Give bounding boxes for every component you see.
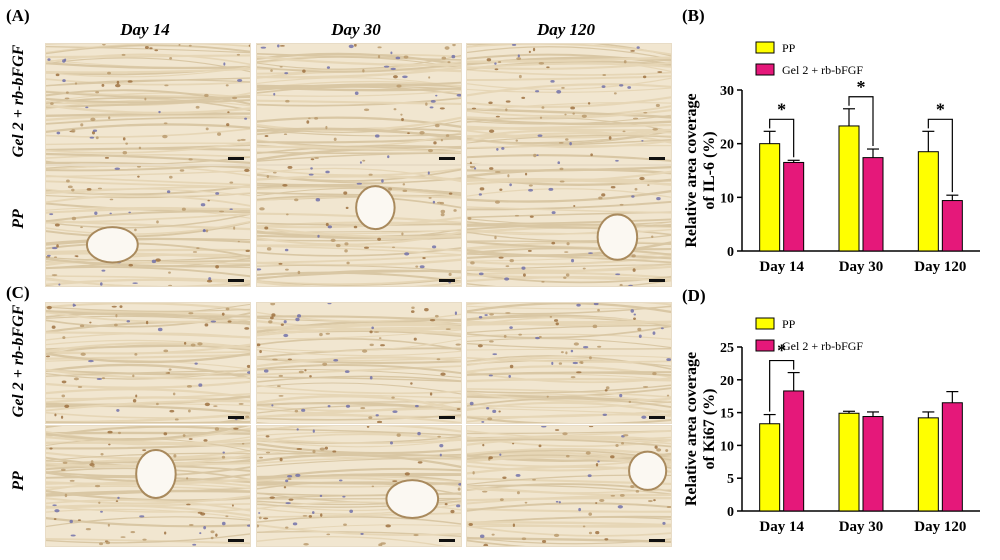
- legend-label: PP: [782, 41, 796, 55]
- bar-pp: [838, 412, 860, 512]
- y-tick-label: 10: [720, 191, 734, 206]
- bar-gel: [941, 200, 963, 252]
- micrograph-tile: [466, 302, 672, 424]
- x-tick-label: Day 14: [759, 259, 804, 275]
- scale-bar: [649, 539, 665, 542]
- y-tick-label: 25: [720, 341, 734, 356]
- y-tick-label: 0: [727, 245, 734, 260]
- significance-bracket: [927, 118, 953, 193]
- x-tick-label: Day 120: [914, 259, 966, 275]
- micrograph-tile: [256, 165, 462, 287]
- significance-bracket: [769, 118, 795, 158]
- column-header-day120: Day 120: [536, 20, 596, 39]
- legend-swatch: [755, 41, 775, 54]
- x-tick-label: Day 14: [759, 519, 804, 535]
- scale-bar: [649, 157, 665, 160]
- x-tick-label: Day 120: [914, 519, 966, 535]
- scale-bar: [439, 416, 455, 419]
- y-tick-label: 5: [727, 472, 734, 487]
- bar-pp: [917, 417, 939, 512]
- legend-label: PP: [782, 317, 796, 331]
- bar-gel: [783, 390, 805, 512]
- micrograph-tile: [256, 43, 462, 165]
- significance-star: *: [936, 99, 945, 119]
- y-axis-label: Relative area coverageof IL-6 (%): [683, 93, 718, 247]
- micrograph-tile: [45, 165, 251, 287]
- scale-bar: [228, 279, 244, 282]
- y-tick-label: 0: [727, 505, 734, 520]
- scale-bar: [439, 539, 455, 542]
- bar-gel: [941, 402, 963, 512]
- column-header-day30: Day 30: [331, 20, 381, 39]
- legend-label: Gel 2 + rb-bFGF: [782, 339, 863, 353]
- micrograph-tile: [45, 43, 251, 165]
- scale-bar: [228, 416, 244, 419]
- row-label-pp-a: PP: [10, 209, 27, 229]
- y-tick-label: 15: [720, 407, 734, 422]
- micrograph-tile: [256, 425, 462, 547]
- micrograph-tile: [256, 302, 462, 424]
- scale-bar: [649, 279, 665, 282]
- bar-gel: [862, 416, 884, 512]
- significance-star: *: [777, 99, 786, 119]
- legend-swatch: [755, 63, 775, 76]
- row-label-pp-c: PP: [10, 471, 27, 491]
- significance-bracket: [769, 359, 795, 412]
- y-tick-label: 10: [720, 439, 734, 454]
- scale-bar: [439, 279, 455, 282]
- column-header-day14: Day 14: [120, 20, 170, 39]
- y-tick-label: 20: [720, 138, 734, 153]
- significance-star: *: [777, 341, 786, 361]
- significance-star: *: [857, 77, 866, 97]
- scale-bar: [228, 539, 244, 542]
- micrograph-tile: [466, 43, 672, 165]
- legend-swatch: [755, 339, 775, 352]
- micrograph-tile: [466, 165, 672, 287]
- x-tick-label: Day 30: [839, 519, 884, 535]
- bar-gel: [783, 161, 805, 252]
- scale-bar: [649, 416, 665, 419]
- panel-label-b: (B): [682, 6, 705, 25]
- panel-label-c: (C): [6, 283, 30, 302]
- bar-pp: [759, 423, 781, 512]
- y-tick-label: 20: [720, 374, 734, 389]
- micrograph-tile: [45, 425, 251, 547]
- bar-pp: [838, 125, 860, 252]
- x-tick-label: Day 30: [839, 259, 884, 275]
- bar-gel: [862, 157, 884, 252]
- significance-bracket: [848, 96, 874, 147]
- y-tick-label: 30: [720, 84, 734, 99]
- micrograph-tile: [45, 302, 251, 424]
- bar-pp: [917, 151, 939, 252]
- y-axis-label: Relative area coverageof Ki67 (%): [683, 352, 718, 506]
- panel-label-a: (A): [6, 6, 30, 25]
- legend-swatch: [755, 317, 775, 330]
- micrograph-tile: [466, 425, 672, 547]
- scale-bar: [439, 157, 455, 160]
- panel-label-d: (D): [682, 286, 706, 305]
- scale-bar: [228, 157, 244, 160]
- bar-pp: [759, 143, 781, 252]
- legend-label: Gel 2 + rb-bFGF: [782, 63, 863, 77]
